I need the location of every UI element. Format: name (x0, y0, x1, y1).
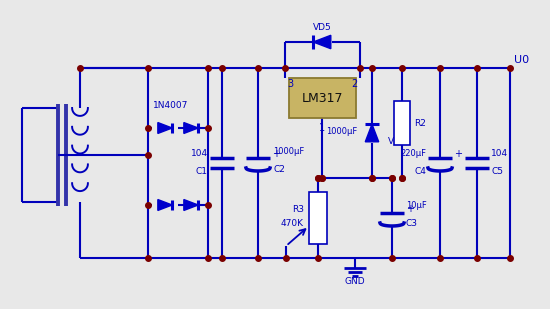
Text: 470K: 470K (281, 219, 304, 228)
Text: C2: C2 (273, 164, 285, 173)
Text: 2: 2 (352, 79, 358, 89)
Polygon shape (158, 123, 172, 133)
Text: 220μF: 220μF (400, 149, 426, 158)
Text: LM317: LM317 (302, 91, 343, 104)
Text: VD6: VD6 (388, 137, 407, 146)
Text: GND: GND (345, 277, 365, 286)
Text: C3: C3 (406, 219, 418, 228)
Text: C1: C1 (196, 167, 208, 176)
Text: R2: R2 (414, 118, 426, 128)
Text: 1: 1 (319, 123, 325, 133)
Text: 3: 3 (287, 79, 293, 89)
Text: 1N4007: 1N4007 (153, 101, 188, 111)
Text: 104: 104 (491, 149, 508, 158)
Text: 1000μF: 1000μF (273, 146, 304, 155)
Text: +: + (406, 204, 414, 214)
Polygon shape (365, 124, 379, 142)
Polygon shape (313, 35, 331, 49)
Text: +: + (454, 149, 462, 159)
Text: +: + (272, 149, 280, 159)
Polygon shape (184, 123, 198, 133)
Bar (394, 101, 410, 145)
Text: 1000μF: 1000μF (326, 128, 358, 137)
Polygon shape (184, 200, 198, 210)
Text: U0: U0 (514, 55, 529, 65)
Text: R3: R3 (292, 205, 304, 214)
Text: C4: C4 (414, 167, 426, 176)
Text: 10μF: 10μF (406, 201, 427, 210)
Text: 104: 104 (191, 149, 208, 158)
Text: C5: C5 (491, 167, 503, 176)
Bar (309, 192, 327, 244)
Polygon shape (158, 200, 172, 210)
Text: VD5: VD5 (312, 23, 331, 32)
Bar (289, 78, 356, 118)
